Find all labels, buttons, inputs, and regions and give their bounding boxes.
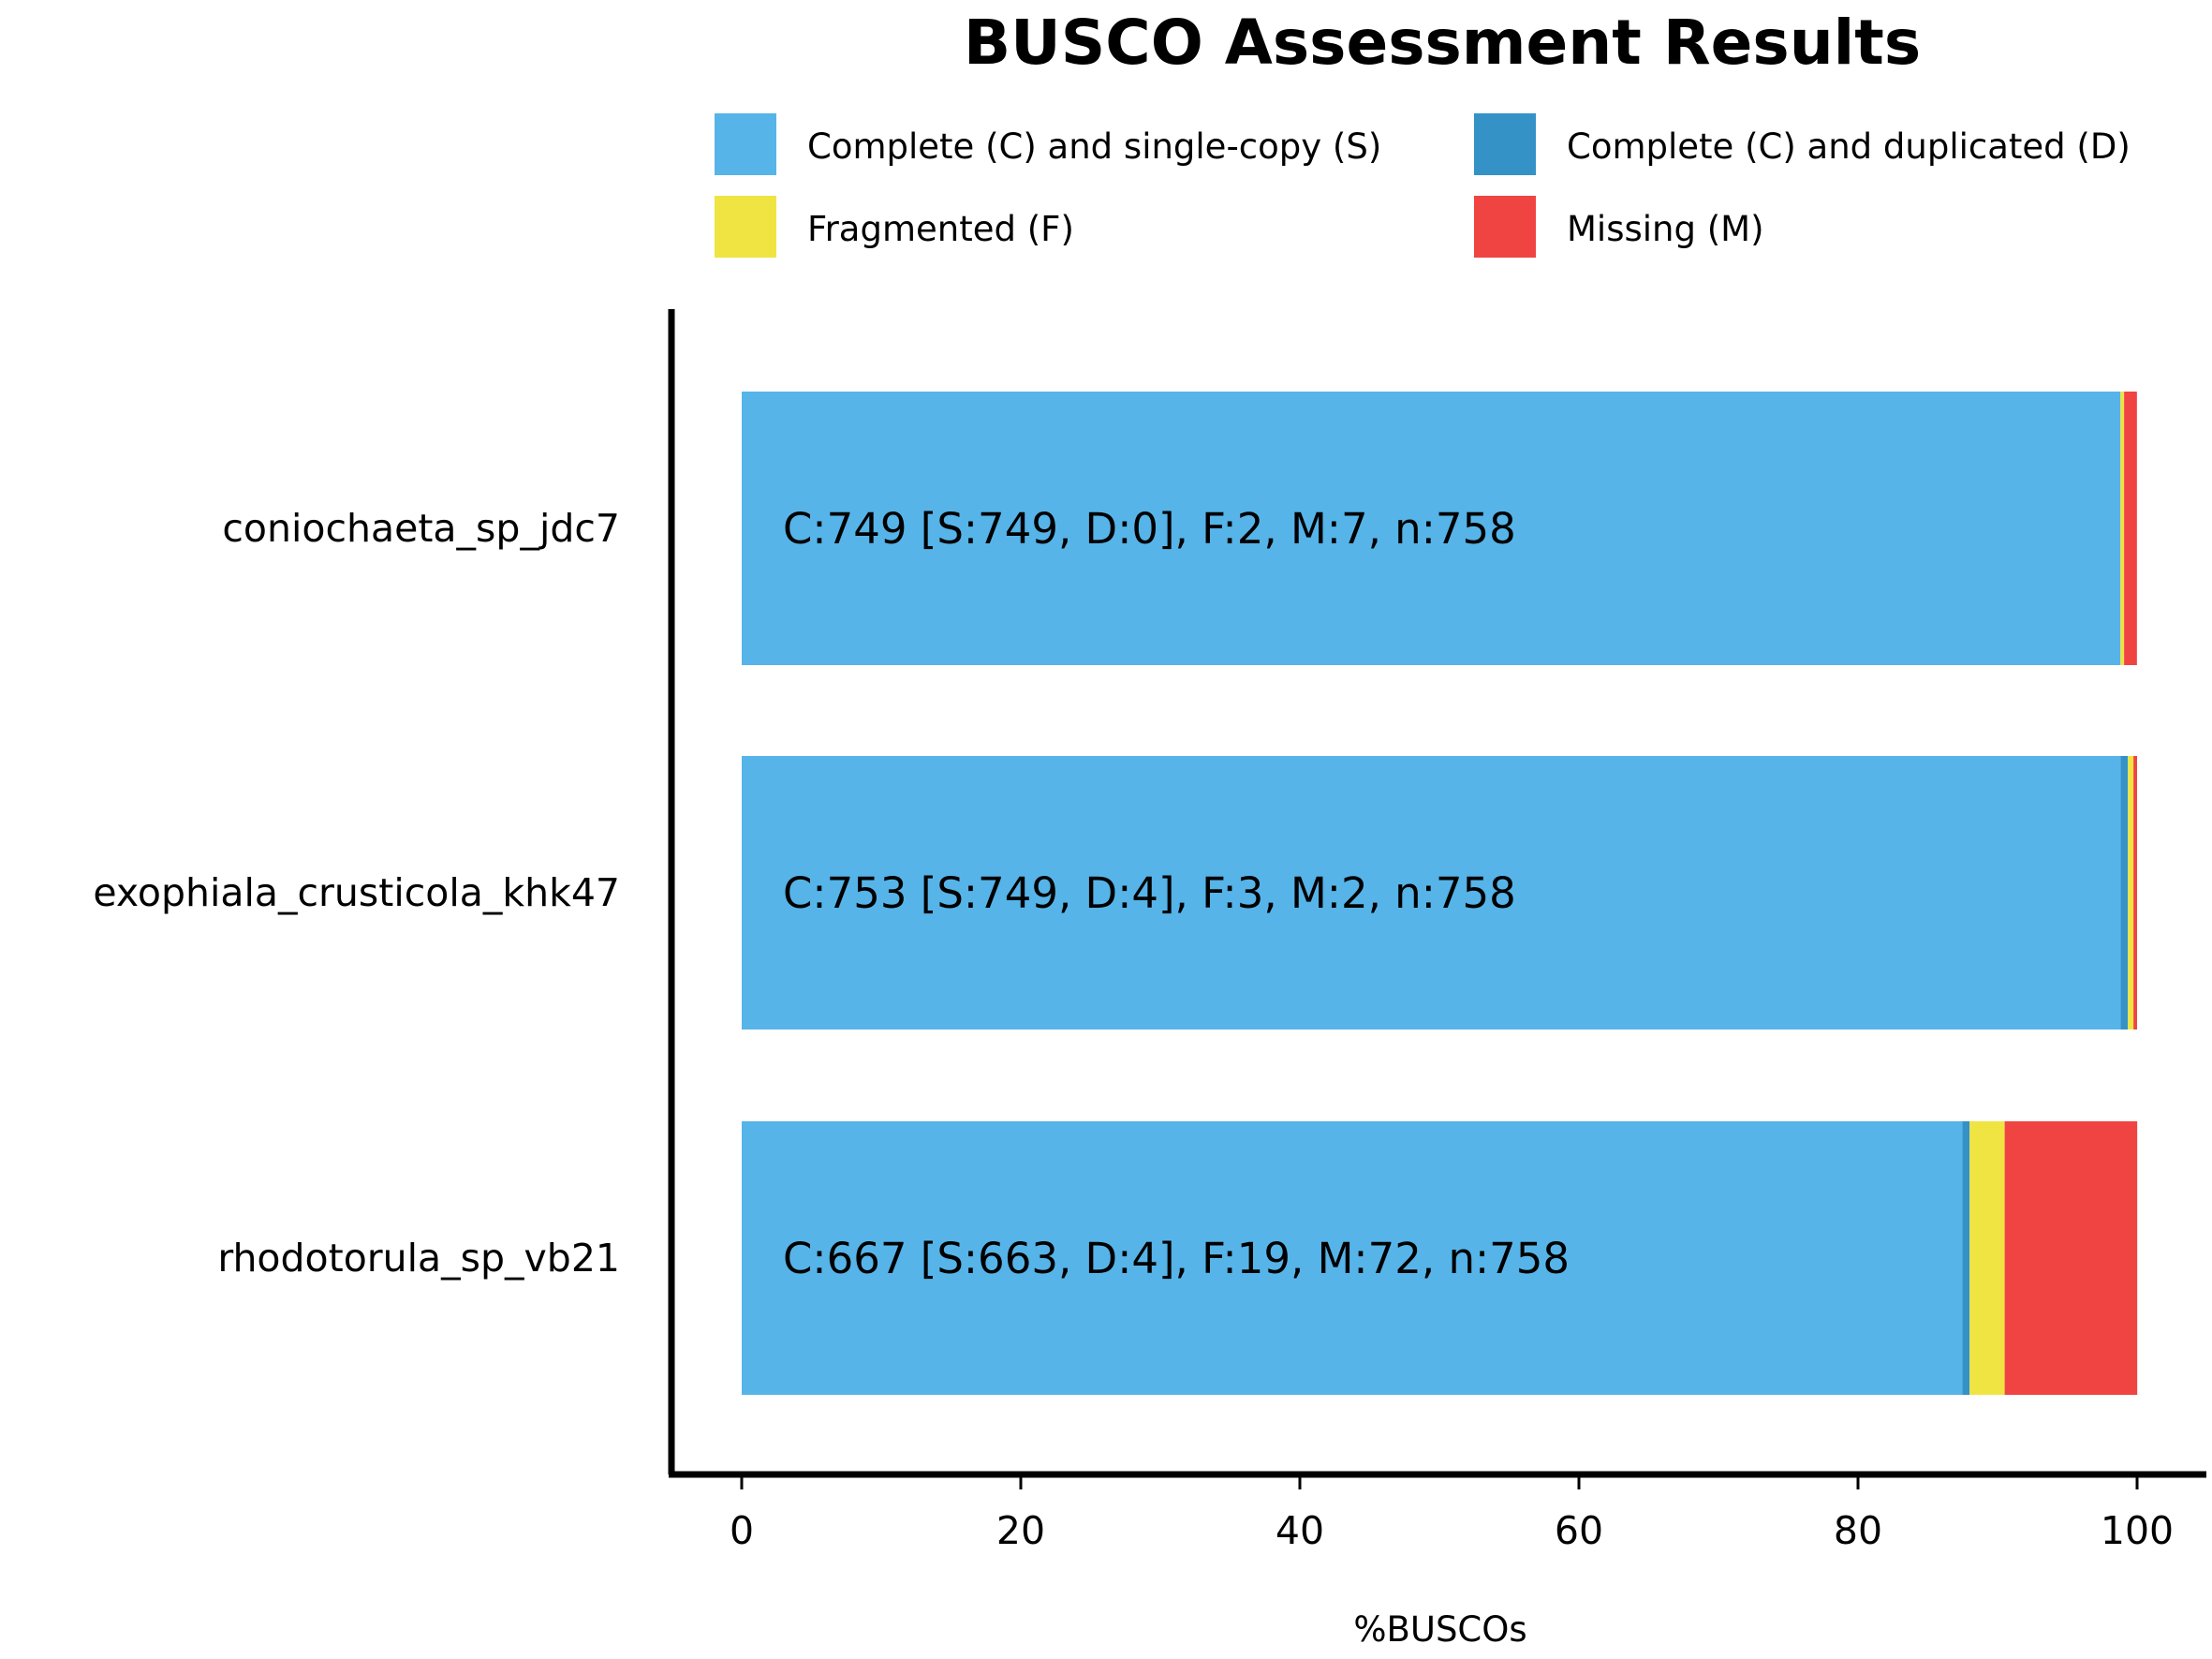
bar-data-label: C:753 [S:749, D:4], F:3, M:2, n:758 [783,868,1516,918]
legend-swatch-fragmented [713,194,778,259]
bar-segment-duplicated [1962,1121,1970,1395]
legend-label-duplicated: Complete (C) and duplicated (D) [1567,126,2131,167]
legend-label-single-copy: Complete (C) and single-copy (S) [807,126,1381,167]
bars [742,392,2138,1395]
x-tick-label: 40 [1276,1508,1324,1553]
legend-swatch-missing [1472,194,1538,259]
chart-title: BUSCO Assessment Results [964,7,1921,79]
x-tick-label: 80 [1834,1508,1882,1553]
legend-label-fragmented: Fragmented (F) [807,209,1074,249]
bar-segment-missing [2133,756,2137,1029]
x-tick-label: 100 [2101,1508,2174,1553]
bar-segment-fragmented [2120,392,2125,665]
bar-segment-duplicated [2120,756,2129,1029]
bar-segment-fragmented [2128,756,2134,1029]
bar-segment-missing [2124,392,2137,665]
x-ticks: 0 20 40 60 80 100 [730,1474,2174,1553]
x-tick-label: 0 [730,1508,754,1553]
x-axis-label: %BUSCOs [1353,1609,1526,1650]
bar-data-label: C:667 [S:663, D:4], F:19, M:72, n:758 [783,1234,1570,1283]
category-label: exophiala_crusticola_khk47 [93,870,620,915]
x-tick-label: 20 [996,1508,1045,1553]
bar-segment-single-copy [742,756,2121,1029]
bar-segment-single-copy [742,392,2121,665]
bar-segment-single-copy [742,1121,1963,1395]
category-label: rhodotorula_sp_vb21 [217,1236,620,1281]
category-label: coniochaeta_sp_jdc7 [222,506,620,551]
bar-segment-missing [2004,1121,2138,1395]
legend-label-missing: Missing (M) [1567,209,1764,249]
legend-swatch-single-copy [713,111,778,177]
bar-labels: C:749 [S:749, D:0], F:2, M:7, n:758 C:753… [783,504,1570,1283]
legend-swatch-duplicated [1472,111,1538,177]
category-labels: coniochaeta_sp_jdc7 exophiala_crusticola_… [93,506,620,1281]
bar-segment-fragmented [1969,1121,2005,1395]
bar-data-label: C:749 [S:749, D:0], F:2, M:7, n:758 [783,504,1516,554]
x-tick-label: 60 [1555,1508,1603,1553]
legend: Complete (C) and single-copy (S) Complet… [713,111,2131,259]
